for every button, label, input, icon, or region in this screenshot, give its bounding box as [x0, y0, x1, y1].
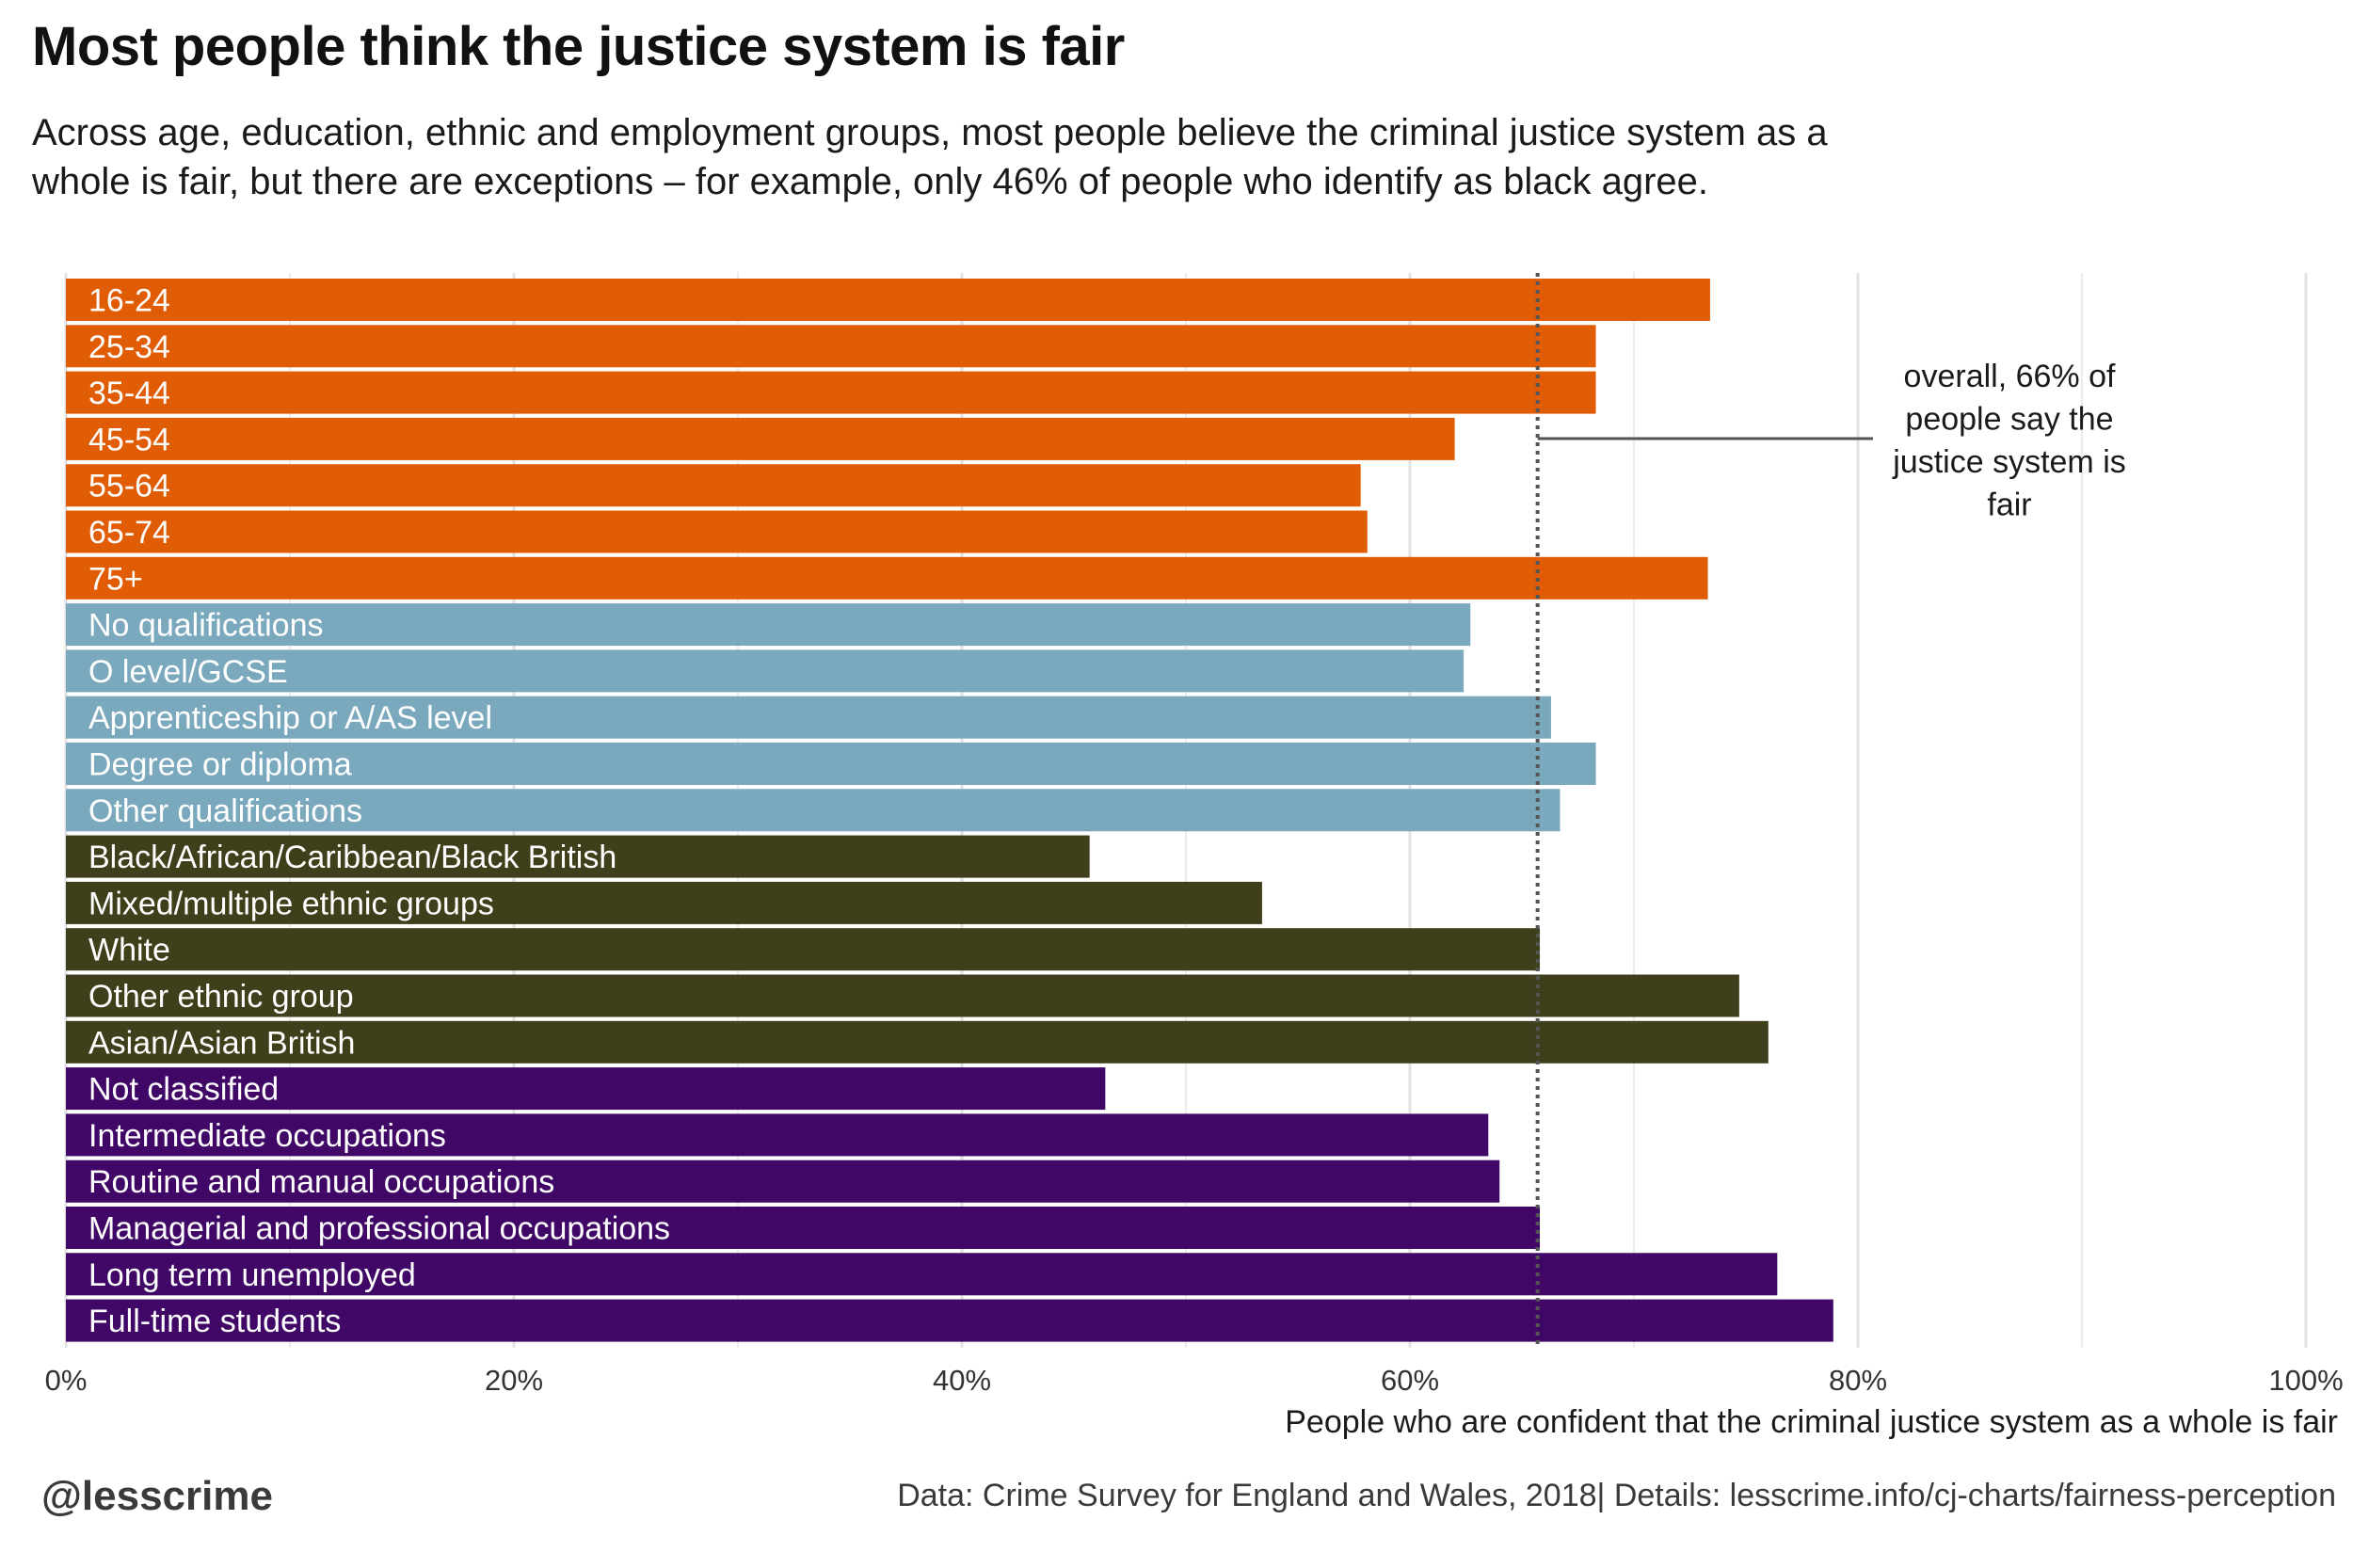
bar-category-label: Other qualifications: [88, 793, 362, 829]
bar-category-label: 65-74: [88, 515, 170, 551]
chart-subtitle: Across age, education, ethnic and employ…: [32, 112, 1828, 202]
bar-category-label: 16-24: [88, 283, 170, 319]
bar-category-label: 45-54: [88, 422, 170, 457]
x-axis-ticks: 0% 20% 40% 60% 80% 100%: [45, 1364, 2344, 1397]
bar-category-label: 55-64: [88, 469, 170, 504]
x-tick-label: 20%: [485, 1364, 543, 1397]
bar-chart: 16-24 25-34 35-44 45-54 55-64 65-74 75+ No qual…: [45, 273, 2344, 1440]
bar: [66, 371, 1596, 414]
bar-category-label: Long term unemployed: [88, 1257, 416, 1293]
x-tick-label: 0%: [45, 1364, 88, 1397]
x-tick-label: 100%: [2268, 1364, 2343, 1397]
bar-category-label: Apprenticeship or A/AS level: [88, 700, 492, 736]
bar: [66, 974, 1739, 1017]
bar: [66, 743, 1596, 785]
bar: [66, 1113, 1489, 1157]
bar-category-label: Routine and manual occupations: [88, 1164, 554, 1200]
bar: [66, 881, 1262, 924]
bar-category-label: Other ethnic group: [88, 979, 354, 1015]
bar-category-label: 75+: [88, 561, 143, 597]
reference-line-group: overall, 66% of people say the justice sys…: [1535, 273, 2126, 1348]
annotation-line: overall, 66% of: [1904, 359, 2116, 394]
bar: [66, 835, 1090, 878]
x-tick-label: 60%: [1381, 1364, 1439, 1397]
bar-category-label: No qualifications: [88, 608, 323, 644]
annotation-line: justice system is: [1892, 444, 2126, 480]
caption-separator: |: [1596, 1478, 1614, 1513]
bar-category-label: White: [88, 933, 170, 968]
bar: [66, 1020, 1769, 1064]
bar: [66, 603, 1471, 647]
bar: [66, 1160, 1500, 1203]
bar: [66, 789, 1561, 832]
bar-category-label: 35-44: [88, 376, 170, 411]
bar: [66, 1207, 1541, 1249]
bar-category-label: Managerial and professional occupations: [88, 1211, 670, 1247]
bars: 16-24 25-34 35-44 45-54 55-64 65-74 75+ No qual…: [66, 279, 1833, 1342]
x-tick-label: 80%: [1829, 1364, 1887, 1397]
bar: [66, 1067, 1106, 1111]
bar: [66, 1253, 1778, 1296]
bar-category-label: Asian/Asian British: [88, 1025, 355, 1061]
bar-category-label: Intermediate occupations: [88, 1118, 446, 1154]
twitter-handle: @lesscrime: [41, 1473, 273, 1519]
bar-category-label: 25-34: [88, 329, 170, 365]
bar: [66, 649, 1465, 693]
details-link[interactable]: Details: lesscrime.info/cj-charts/fairne…: [1613, 1478, 2336, 1513]
annotation-line: fair: [1987, 488, 2031, 523]
x-axis-label: People who are confident that the crimin…: [1285, 1404, 2338, 1440]
bar-category-label: Black/African/Caribbean/Black British: [88, 840, 616, 875]
source-text: Data: Crime Survey for England and Wales…: [897, 1478, 1597, 1513]
bar-category-label: Mixed/multiple ethnic groups: [88, 886, 494, 921]
chart-title: Most people think the justice system is …: [32, 16, 1125, 77]
bar-category-label: Not classified: [88, 1072, 279, 1108]
bar: [66, 417, 1455, 460]
bar: [66, 556, 1708, 600]
bar-category-label: Degree or diploma: [88, 747, 352, 783]
bar: [66, 510, 1368, 553]
bar: [66, 696, 1551, 739]
bar: [66, 464, 1361, 507]
bar: [66, 279, 1710, 321]
bar: [66, 325, 1596, 368]
bar: [66, 928, 1541, 971]
bar-category-label: Full-time students: [88, 1304, 341, 1339]
source-caption: Data: Crime Survey for England and Wales…: [897, 1478, 2336, 1514]
bar-category-label: O level/GCSE: [88, 654, 288, 690]
x-tick-label: 40%: [933, 1364, 991, 1397]
annotation-line: people say the: [1905, 402, 2113, 438]
